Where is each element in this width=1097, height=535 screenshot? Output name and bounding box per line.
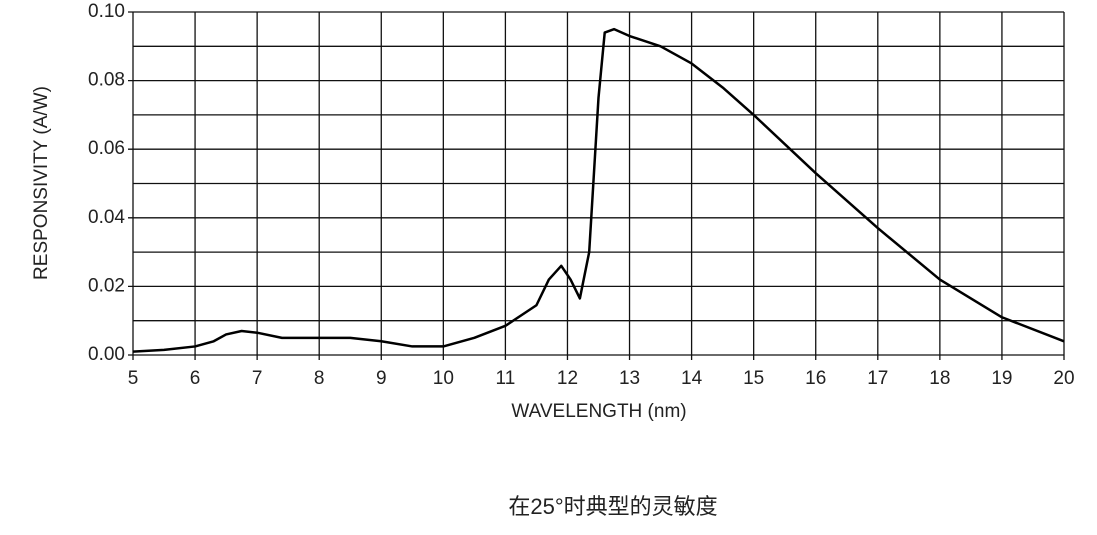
x-tick-label: 15 xyxy=(743,368,764,389)
y-tick-label: 0.08 xyxy=(88,70,125,91)
x-tick-label: 11 xyxy=(496,368,516,389)
x-tick-label: 7 xyxy=(252,368,263,389)
x-axis-label: WAVELENGTH (nm) xyxy=(511,401,686,422)
x-tick-label: 20 xyxy=(1053,368,1074,389)
x-tick-label: 9 xyxy=(376,368,387,389)
y-tick-label: 0.10 xyxy=(88,1,125,22)
x-tick-label: 8 xyxy=(314,368,325,389)
y-axis-label: RESPONSIVITY (A/W) xyxy=(31,86,52,280)
x-tick-label: 13 xyxy=(619,368,640,389)
caption: 在25°时典型的灵敏度 xyxy=(508,494,717,519)
y-tick-label: 0.04 xyxy=(88,207,125,228)
x-tick-label: 18 xyxy=(929,368,950,389)
x-tick-label: 14 xyxy=(681,368,703,389)
y-tick-label: 0.02 xyxy=(88,275,125,296)
y-tick-label: 0.00 xyxy=(88,344,125,365)
x-tick-label: 6 xyxy=(190,368,201,389)
x-tick-label: 12 xyxy=(557,368,578,389)
x-tick-label: 10 xyxy=(433,368,454,389)
x-tick-label: 17 xyxy=(867,368,888,389)
data-line xyxy=(132,27,1065,353)
x-tick-label: 5 xyxy=(128,368,139,389)
y-tick-label: 0.06 xyxy=(88,138,125,159)
x-tick-label: 16 xyxy=(805,368,826,389)
x-tick-label: 19 xyxy=(991,368,1012,389)
